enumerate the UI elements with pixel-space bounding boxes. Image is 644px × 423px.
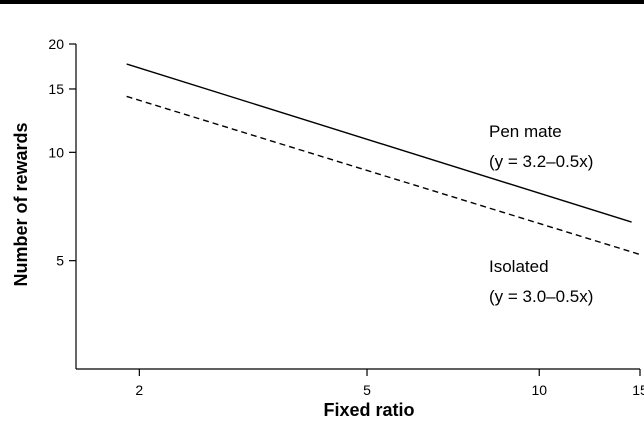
x-tick-label: 5 (363, 382, 371, 398)
y-ticks: 5 10 15 20 (48, 36, 76, 269)
series-line-isolated (126, 95, 641, 256)
x-tick-label: 2 (135, 382, 143, 398)
y-axis-title: Number of rewards (11, 122, 31, 286)
series-annotation-pen-mate-equation: (y = 3.2–0.5x) (489, 152, 593, 171)
x-tick-label: 15 (632, 382, 644, 398)
y-tick-label: 5 (56, 253, 64, 269)
series-annotations: Pen mate (y = 3.2–0.5x) Isolated (y = 3.0–0… (489, 122, 593, 306)
x-ticks: 2 5 10 15 (135, 369, 644, 398)
series-annotation-isolated-equation: (y = 3.0–0.5x) (489, 287, 593, 306)
x-axis-title: Fixed ratio (324, 400, 415, 420)
series-annotation-pen-mate-name: Pen mate (489, 122, 562, 141)
x-tick-label: 10 (531, 382, 547, 398)
series-line-pen-mate (126, 63, 632, 223)
series-annotation-isolated-name: Isolated (489, 257, 549, 276)
y-tick-label: 20 (48, 36, 64, 52)
axes (75, 44, 640, 370)
y-tick-label: 10 (48, 144, 64, 160)
series-lines (126, 63, 641, 256)
top-rule (0, 0, 644, 4)
y-tick-label: 15 (48, 81, 64, 97)
